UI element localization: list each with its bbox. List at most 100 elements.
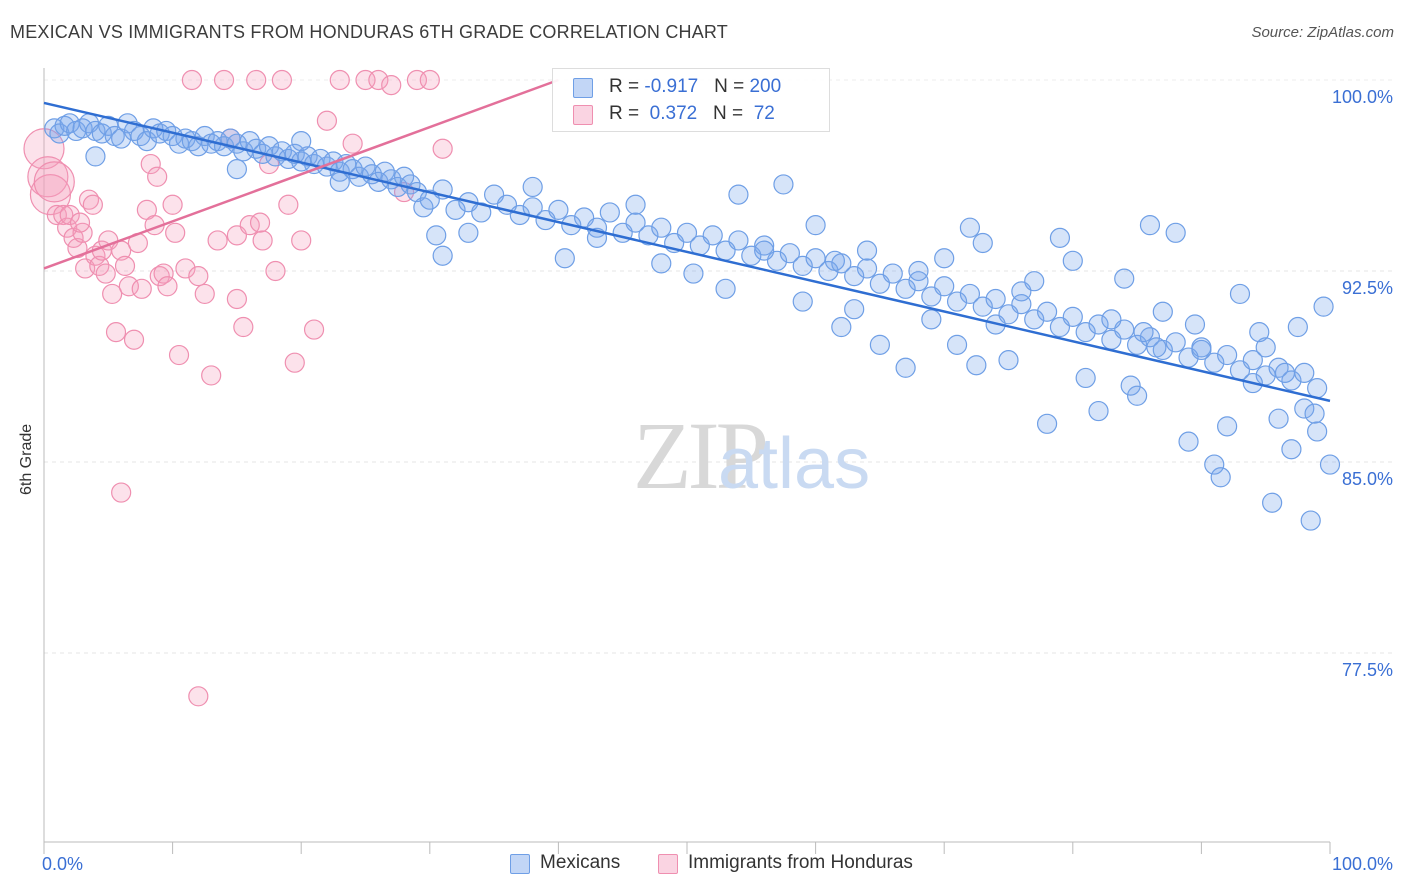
mexicans-point	[1126, 385, 1148, 406]
honduras-point	[33, 161, 75, 203]
honduras-point	[57, 217, 78, 238]
honduras-point	[149, 265, 170, 287]
mexicans-point	[651, 253, 672, 274]
y-tick-label: 77.5%	[1342, 660, 1393, 680]
mexicans-point	[934, 248, 955, 269]
honduras-point	[105, 322, 127, 343]
honduras-point	[249, 212, 271, 233]
mexicans-point	[1217, 344, 1238, 366]
honduras-point	[368, 69, 389, 91]
mexicans-point	[432, 245, 453, 266]
mexicans-point	[998, 350, 1019, 371]
honduras-point	[303, 319, 325, 340]
mexicans-point	[895, 357, 916, 378]
honduras-point	[181, 69, 202, 91]
honduras-point	[291, 230, 312, 251]
mexicans-point	[625, 194, 646, 215]
mexicans-point	[908, 271, 929, 292]
mexicans-point	[818, 260, 839, 282]
mexicans-point	[702, 225, 723, 246]
mexicans-point	[1274, 362, 1296, 383]
honduras-point	[316, 110, 338, 131]
mexicans-point	[831, 316, 852, 338]
y-axis-label: 6th Grade	[18, 423, 35, 495]
honduras-point	[131, 278, 152, 299]
series-honduras-points	[23, 69, 453, 707]
honduras-trend-line	[43, 78, 559, 270]
mexicans-point	[638, 225, 659, 246]
mexicans-point	[844, 299, 865, 320]
mexicans-point	[844, 265, 865, 287]
correlation-legend: R = -0.917 N = 200 R = 0.372 N = 72	[552, 68, 830, 132]
mexicans-point	[754, 240, 775, 261]
bottom-legend-label: Mexicans	[540, 852, 621, 873]
mexicans-point	[1062, 250, 1083, 271]
honduras-point	[252, 230, 273, 251]
legend-n-label: N =	[714, 76, 750, 97]
mexicans-point	[1304, 403, 1325, 424]
honduras-point	[342, 133, 363, 154]
honduras-point	[175, 258, 196, 279]
honduras-point	[168, 344, 190, 366]
mexicans-point	[85, 146, 106, 167]
mexicans-point	[882, 263, 903, 284]
mexicans-point	[1120, 375, 1141, 396]
honduras-point	[381, 74, 402, 96]
mexicans-point	[1178, 431, 1199, 452]
legend-r-label: R =	[609, 76, 645, 97]
mexicans-point	[946, 291, 968, 312]
honduras-point	[27, 156, 69, 198]
honduras-point	[69, 212, 91, 233]
mexicans-point	[895, 278, 916, 299]
mexicans-point	[985, 288, 1006, 310]
x-tick-label: 0.0%	[42, 854, 83, 874]
mexicans-point	[856, 258, 878, 279]
mexicans-point	[1152, 301, 1173, 322]
honduras-point	[207, 230, 228, 251]
mexicans-point	[1255, 337, 1276, 358]
mexicans-point	[1204, 352, 1225, 373]
mexicans-point	[1242, 350, 1263, 371]
mexicans-point	[1229, 283, 1251, 305]
mexicans-point	[1294, 362, 1315, 383]
legend-swatch-blue	[573, 78, 593, 98]
honduras-point	[147, 166, 168, 187]
x-tick-label: 100.0%	[1332, 854, 1393, 874]
mexicans-point	[856, 240, 878, 261]
honduras-point	[278, 194, 299, 215]
mexicans-point	[1287, 316, 1308, 338]
mexicans-point	[625, 212, 646, 233]
mexicans-point	[98, 115, 119, 136]
mexicans-point	[805, 215, 826, 236]
mexicans-point	[1165, 222, 1186, 243]
mexicans-point	[959, 217, 981, 238]
mexicans-point	[1114, 268, 1135, 289]
honduras-point	[95, 263, 116, 284]
honduras-point	[67, 237, 88, 259]
mexicans-point	[1165, 332, 1186, 353]
mexicans-point	[1101, 309, 1122, 330]
tick-labels: 77.5% 85.0% 92.5% 100.0% 0.0% 100.0%	[42, 87, 1393, 874]
mexicans-point	[1133, 322, 1154, 343]
y-tick-label: 100.0%	[1332, 87, 1393, 107]
mexicans-point	[1139, 215, 1161, 236]
honduras-point	[118, 276, 139, 297]
source-label: Source: ZipAtlas.com	[1251, 24, 1394, 41]
honduras-point	[432, 138, 453, 159]
mexicans-point	[1217, 416, 1238, 437]
mexicans-point	[1313, 296, 1334, 317]
mexicans-point	[1281, 439, 1302, 460]
honduras-point	[53, 204, 74, 226]
mexicans-point	[1191, 339, 1212, 361]
mexicans-point	[972, 232, 993, 254]
honduras-point	[153, 263, 174, 284]
legend-n-value: 72	[748, 103, 775, 124]
mexicans-point	[946, 334, 968, 355]
mexicans-point	[1088, 314, 1109, 335]
mexicans-point	[54, 115, 75, 136]
mexicans-point	[1307, 378, 1328, 399]
legend-r-label: R =	[609, 103, 645, 124]
mexicans-point	[824, 250, 845, 271]
mexicans-point	[1075, 367, 1096, 389]
mexicans-point	[1062, 306, 1083, 327]
